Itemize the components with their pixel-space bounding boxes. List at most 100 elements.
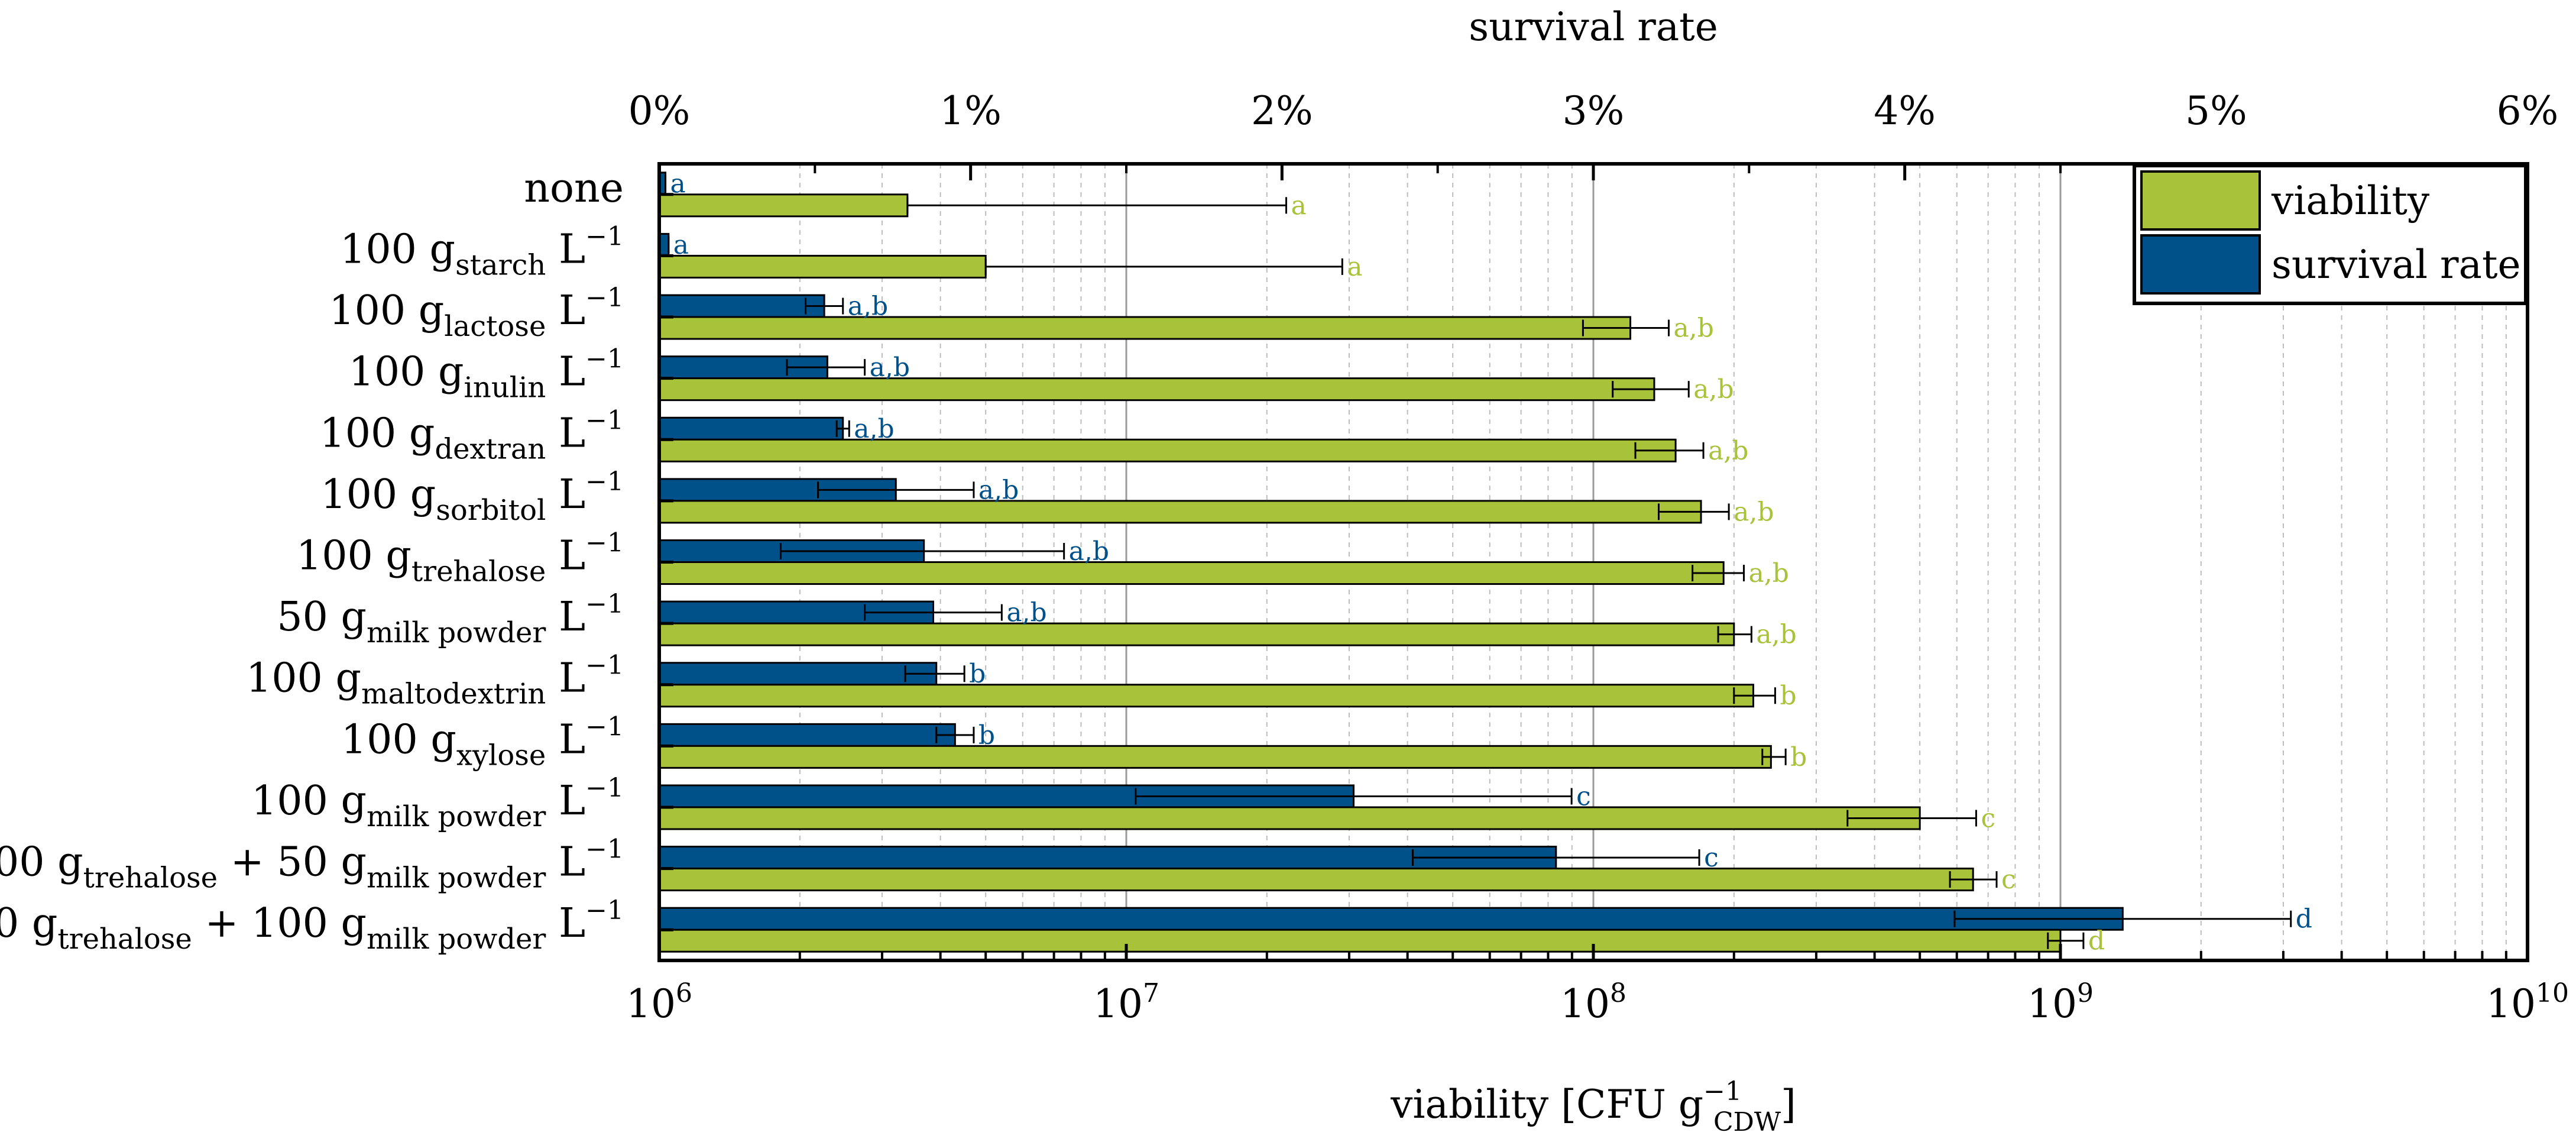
- viability-bar: [658, 316, 1632, 340]
- viability-bar: [658, 929, 2062, 953]
- category-label-unit: L: [546, 226, 585, 273]
- category-label-text: none: [524, 165, 624, 212]
- category-label: 100 gmaltodextrin L−1: [246, 651, 624, 711]
- category-label-exponent: −1: [585, 589, 624, 619]
- top-tick-label: 6%: [2497, 88, 2559, 134]
- bottom-tick-base: 10: [1560, 981, 1610, 1027]
- legend-swatch-viability: [2140, 170, 2261, 231]
- survival-rate-letter: a,b: [1069, 536, 1109, 567]
- bottom-tick-label: 109: [2027, 978, 2094, 1027]
- bottom-tick-exponent: 8: [1610, 978, 1626, 1008]
- viability-bar: [658, 868, 1974, 892]
- legend-label-viability: viability: [2271, 178, 2430, 224]
- category-label-exponent: −1: [585, 344, 624, 374]
- category-label-unit: L: [546, 471, 585, 518]
- viability-bar: [658, 745, 1772, 769]
- top-tick-label: 4%: [1874, 88, 1936, 134]
- viability-letter: a: [1291, 190, 1307, 221]
- category-label-exponent: −1: [585, 405, 624, 435]
- viability-letter: d: [2088, 926, 2105, 956]
- survival-rate-letter: d: [2296, 904, 2312, 934]
- category-label-amount: 100 g: [251, 778, 367, 824]
- category-label-sub: trehalose: [83, 862, 218, 895]
- viability-letter: a,b: [1749, 558, 1789, 588]
- category-label-amount: 100 g: [0, 839, 83, 886]
- viability-letter: a: [1347, 252, 1362, 282]
- survival-rate-letter: c: [1576, 781, 1591, 811]
- survival-rate-letter: b: [969, 659, 986, 689]
- category-label-exponent: −1: [585, 467, 624, 497]
- bottom-tick-label: 1010: [2486, 978, 2569, 1027]
- bottom-tick-label: 106: [626, 978, 692, 1027]
- legend: viability survival rate: [2133, 164, 2528, 305]
- category-label-sub: milk powder: [367, 616, 546, 649]
- category-label-sub: starch: [455, 248, 546, 282]
- survival-rate-bar: [658, 662, 938, 686]
- viability-bar: [658, 193, 909, 218]
- survival-rate-letter: a,b: [870, 352, 910, 383]
- bottom-axis-title: viability [CFU g−1 CDW]: [1390, 1076, 1796, 1137]
- viability-letter: a,b: [1756, 620, 1796, 650]
- viability-letter: a,b: [1708, 436, 1748, 466]
- category-label-exponent: −1: [585, 283, 624, 313]
- bottom-tick-base: 10: [626, 981, 676, 1027]
- category-label-sub: inulin: [464, 371, 546, 405]
- category-label-exponent: −1: [585, 895, 624, 926]
- category-label-sub: dextran: [435, 432, 546, 465]
- category-label-exponent: −1: [585, 773, 624, 803]
- category-label: 100 gxylose L−1: [341, 711, 624, 772]
- category-label: 100 gtrehalose + 100 gmilk powder L−1: [0, 895, 624, 956]
- category-label: 100 gtrehalose + 50 gmilk powder L−1: [0, 834, 624, 895]
- survival-rate-letter: a,b: [978, 475, 1019, 505]
- viability-letter: c: [1981, 803, 1995, 833]
- category-label-amount: 100 g: [320, 471, 436, 518]
- viability-bar: [658, 684, 1755, 708]
- survival-rate-bar: [658, 294, 825, 318]
- bottom-axis-title-end: ]: [1781, 1082, 1796, 1127]
- category-label-mid: + 100 g: [192, 900, 367, 947]
- bottom-axis-title-sub: CDW: [1713, 1107, 1781, 1137]
- viability-bar: [658, 254, 987, 279]
- category-label-amount: 100 g: [340, 226, 455, 273]
- category-label-amount: 100 g: [246, 655, 361, 702]
- survival-rate-letter: c: [1704, 843, 1719, 873]
- category-label-unit: L: [546, 533, 585, 580]
- top-tick-label: 2%: [1251, 88, 1313, 134]
- category-label-sub2: milk powder: [367, 862, 546, 895]
- top-tick-label: 0%: [628, 88, 691, 134]
- viability-letter: a,b: [1673, 313, 1713, 344]
- survival-rate-letter: a,b: [854, 414, 894, 444]
- category-label-sub: sorbitol: [436, 494, 546, 527]
- bottom-tick-exponent: 7: [1143, 978, 1159, 1008]
- category-label-sub: trehalose: [411, 555, 546, 588]
- survival-rate-bar: [658, 416, 844, 441]
- top-tick-label: 1%: [939, 88, 1002, 134]
- axis-ticks: 0% 1% 2% 3% 4% 5% 6%106 107 108 109 1010: [626, 88, 2569, 1027]
- category-label-amount: 100 g: [0, 900, 57, 947]
- legend-swatch-survival-rate: [2140, 234, 2261, 295]
- survival-rate-bar: [658, 723, 956, 747]
- bottom-tick-label: 107: [1093, 978, 1159, 1027]
- category-label-amount: 100 g: [319, 410, 435, 457]
- viability-letter: a,b: [1733, 497, 1774, 527]
- category-label-unit: L: [546, 594, 585, 640]
- bottom-axis-title-main: viability [CFU g: [1390, 1082, 1703, 1127]
- category-label-sub: milk powder: [367, 800, 546, 833]
- category-label: 100 gdextran L−1: [319, 405, 624, 465]
- category-label-amount: 100 g: [349, 349, 464, 396]
- category-label-unit: L: [546, 410, 585, 457]
- category-label-unit: L: [546, 778, 585, 824]
- category-label-unit: L: [546, 900, 585, 947]
- viability-letter: b: [1780, 681, 1796, 711]
- survival-rate-bar: [658, 907, 2124, 931]
- survival-rate-letter: a,b: [1006, 598, 1046, 628]
- viability-bar: [658, 561, 1725, 585]
- category-label: none: [524, 165, 624, 212]
- viability-bar: [658, 500, 1702, 524]
- bottom-tick-exponent: 10: [2536, 978, 2569, 1008]
- category-label: 100 ginulin L−1: [349, 344, 624, 405]
- viability-bar: [658, 377, 1655, 402]
- viability-bar: [658, 438, 1677, 462]
